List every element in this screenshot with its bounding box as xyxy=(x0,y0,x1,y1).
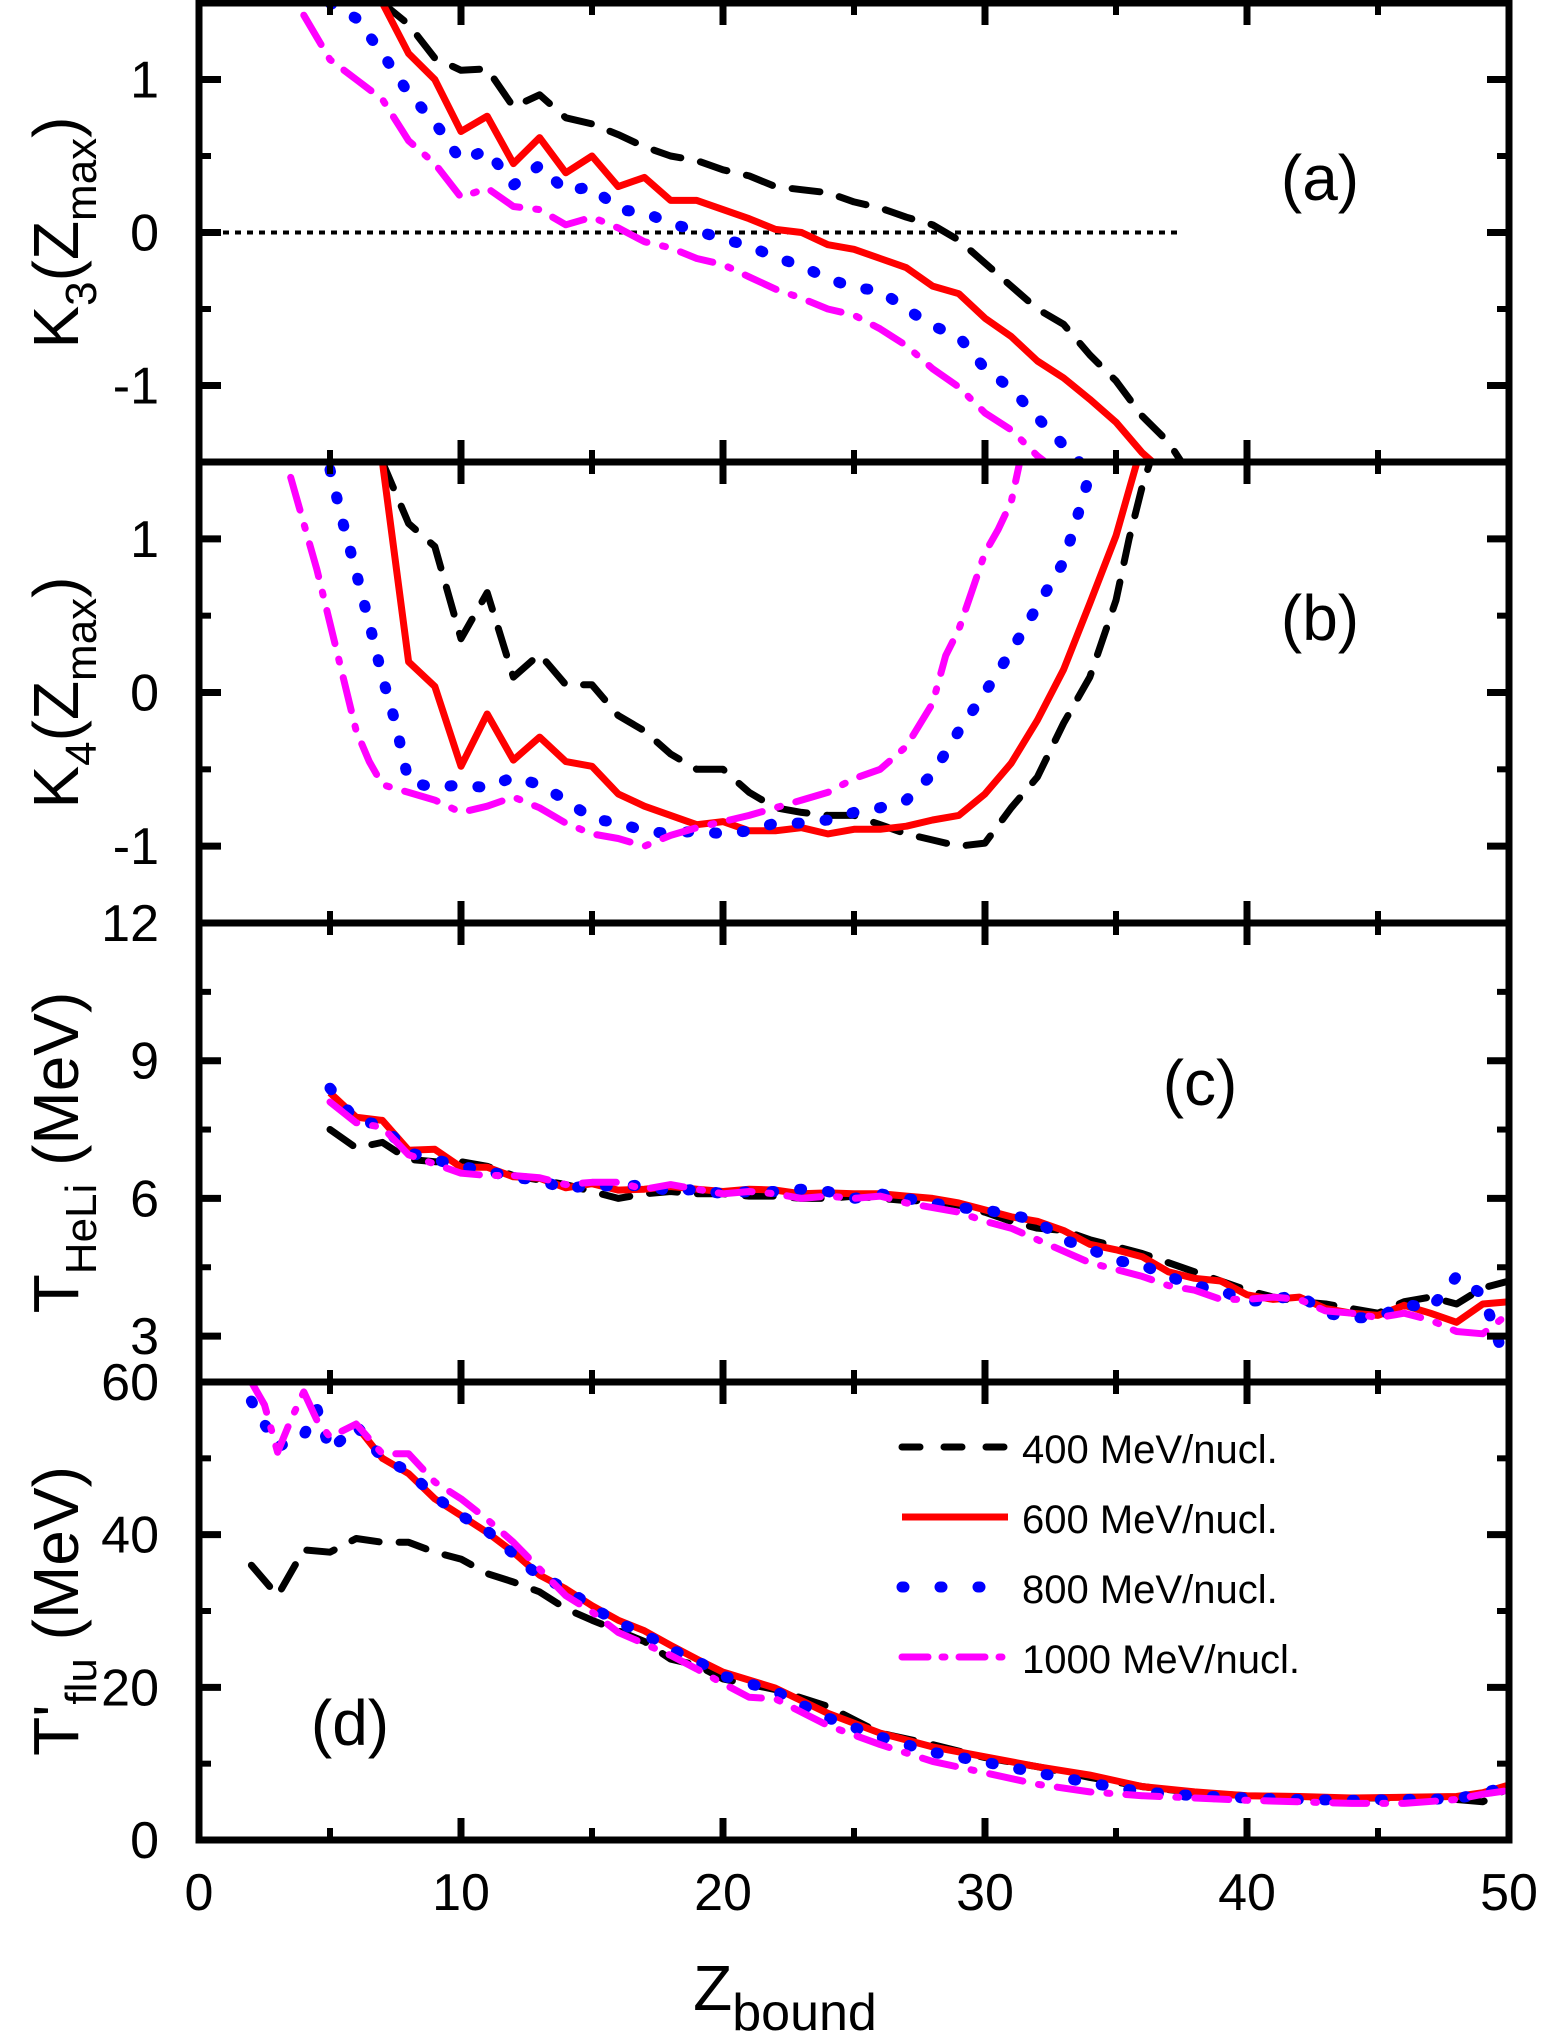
panel-a: -1 0 1 K3(Zmax) (a) xyxy=(20,0,1513,466)
legend: 400 MeV/nucl. 600 MeV/nucl. 800 MeV/nucl. 1… xyxy=(896,1428,1300,1682)
y-tick-label: 0 xyxy=(130,205,159,263)
series-line-1000-MeV xyxy=(247,1382,1509,1807)
y-tick-label: -1 xyxy=(113,818,159,876)
legend-item: 600 MeV/nucl. xyxy=(902,1498,1278,1542)
series-group xyxy=(287,462,1154,850)
panel-label-b: (b) xyxy=(1281,582,1359,654)
panel-label-c: (c) xyxy=(1163,1047,1238,1119)
x-tick-label: 10 xyxy=(432,1864,490,1922)
x-tick-label: 0 xyxy=(185,1864,214,1922)
panel-label-d: (d) xyxy=(311,1687,389,1759)
y-tick-label: -1 xyxy=(113,358,159,416)
series-line-400-MeV xyxy=(247,1535,1509,1806)
series-line-800-MeV xyxy=(324,464,1096,840)
y-axis: 3 6 9 12 xyxy=(101,895,1513,1382)
y-tick-label: 0 xyxy=(130,1812,159,1870)
legend-label: 1000 MeV/nucl. xyxy=(1022,1638,1300,1682)
x-tick-label: 50 xyxy=(1480,1864,1538,1922)
y-tick-label: 3 xyxy=(130,1308,159,1366)
x-tick-label: 20 xyxy=(694,1864,752,1922)
y-axis: -1 0 1 xyxy=(113,0,1513,465)
series-line-1000-MeV xyxy=(300,11,1049,462)
series-line-600-MeV xyxy=(379,3,1156,462)
x-tick-label: 40 xyxy=(1218,1864,1276,1922)
x-axis: 0 10 20 30 40 50 Zbound xyxy=(185,1864,1538,2039)
series-line-1000-MeV xyxy=(287,462,1023,850)
y-axis: 0 20 40 60 xyxy=(101,1354,1513,1870)
panel-c: 3 6 9 12 THeLi (MeV) (c) xyxy=(20,895,1513,1386)
y-tick-label: 12 xyxy=(101,895,159,953)
panel-b: -1 0 1 K4(Zmax) (b) xyxy=(20,458,1513,927)
series-line-400-MeV xyxy=(378,3,1185,462)
legend-label: 600 MeV/nucl. xyxy=(1022,1498,1278,1542)
series-line-400-MeV xyxy=(326,1126,1509,1317)
series-line-800-MeV xyxy=(324,1082,1509,1363)
legend-item: 800 MeV/nucl. xyxy=(896,1568,1278,1612)
y-axis-title: THeLi (MeV) xyxy=(20,992,106,1314)
y-tick-label: 0 xyxy=(130,665,159,723)
legend-item: 1000 MeV/nucl. xyxy=(898,1638,1300,1682)
series-line-400-MeV xyxy=(378,462,1154,850)
series-line-1000-MeV xyxy=(326,1098,1509,1338)
y-tick-label: 1 xyxy=(130,511,159,569)
plot-frame xyxy=(195,458,1513,927)
series-group xyxy=(245,1382,1509,1807)
y-tick-label: 1 xyxy=(130,52,159,110)
y-tick-label: 60 xyxy=(101,1354,159,1412)
y-tick-label: 20 xyxy=(101,1659,159,1717)
x-tick-label: 30 xyxy=(956,1864,1014,1922)
series-group xyxy=(324,1082,1509,1363)
panel-label-a: (a) xyxy=(1281,142,1359,214)
legend-label: 400 MeV/nucl. xyxy=(1022,1428,1278,1472)
y-axis-title: K4(Zmax) xyxy=(20,576,106,808)
legend-label: 800 MeV/nucl. xyxy=(1022,1568,1278,1612)
series-group xyxy=(300,3,1185,462)
series-line-800-MeV xyxy=(324,3,1085,462)
series-line-800-MeV xyxy=(245,1395,1509,1806)
legend-item: 400 MeV/nucl. xyxy=(898,1428,1278,1472)
x-axis-title: Zbound xyxy=(693,1952,877,2039)
y-axis-title: T'flu (MeV) xyxy=(20,1466,106,1756)
y-tick-label: 9 xyxy=(130,1033,159,1091)
y-axis: -1 0 1 xyxy=(113,459,1513,926)
y-tick-label: 40 xyxy=(101,1507,159,1565)
y-tick-label: 6 xyxy=(130,1170,159,1228)
series-line-600-MeV xyxy=(378,462,1141,838)
y-axis-title: K3(Zmax) xyxy=(20,116,106,348)
series-line-600-MeV xyxy=(327,1090,1509,1326)
panel-d: 0 20 40 60 T'flu (MeV) (d) xyxy=(20,1354,1513,1870)
